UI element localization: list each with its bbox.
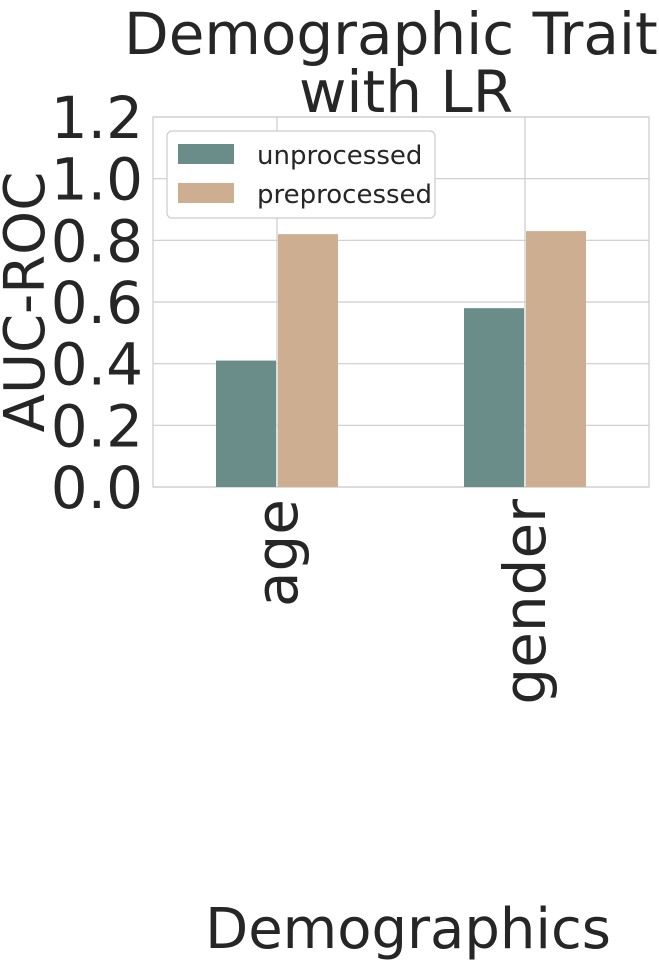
bar-unprocessed-age [216, 360, 276, 487]
bars [216, 231, 586, 487]
legend-swatch-preprocessed [178, 183, 234, 203]
legend-label-preprocessed: preprocessed [257, 180, 432, 210]
y-tick-label: 1.0 [51, 146, 143, 214]
x-tick-label-age: age [243, 499, 311, 607]
y-tick-label: 0.2 [51, 392, 143, 460]
y-tick-label: 1.2 [51, 84, 143, 152]
y-axis-label: AUC-ROC [0, 172, 58, 433]
bar-preprocessed-gender [526, 231, 586, 487]
legend: unprocessed preprocessed [166, 130, 436, 219]
legend-label-unprocessed: unprocessed [257, 141, 422, 171]
bar-preprocessed-age [278, 234, 338, 487]
chart-title-line-1: Demographic Traits [124, 0, 659, 68]
x-tick-labels: age gender [243, 499, 559, 705]
y-tick-labels: 0.00.20.40.60.81.01.2 [51, 84, 143, 522]
bar-unprocessed-gender [464, 308, 524, 487]
legend-swatch-unprocessed [178, 144, 234, 164]
y-tick-label: 0.4 [51, 331, 143, 399]
chart-title-line-2: with LR [299, 58, 513, 126]
y-tick-label: 0.0 [51, 454, 143, 522]
y-tick-label: 0.8 [51, 207, 143, 275]
x-tick-label-gender: gender [491, 499, 559, 705]
y-tick-label: 0.6 [51, 269, 143, 337]
chart-title: Demographic Traits with LR [124, 0, 659, 126]
x-axis-label: Demographics [205, 897, 611, 962]
